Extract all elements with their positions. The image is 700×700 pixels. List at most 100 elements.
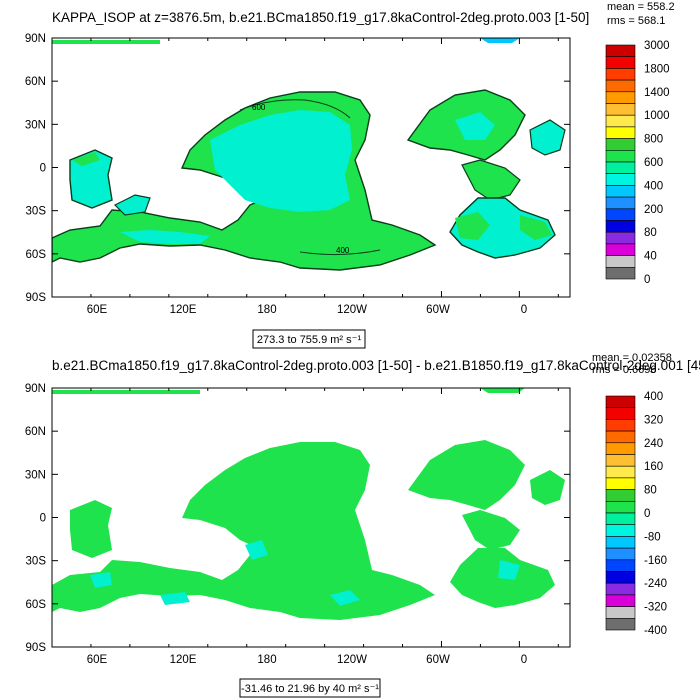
bottom-field-arctic-strip (52, 390, 200, 394)
top-field-central-america (461, 159, 521, 201)
bottom-colorbar-box (605, 395, 636, 408)
bottom-y-tick-label: 90S (26, 642, 47, 654)
top-colorbar-label: 1400 (644, 87, 670, 99)
bottom-y-tick-label: 30S (26, 556, 47, 568)
top-colorbar-label: 1000 (644, 110, 670, 122)
top-axis-ticks (51, 37, 570, 298)
bottom-colorbar-box (605, 419, 636, 432)
top-colorbar-label: 400 (644, 180, 663, 192)
bottom-field-patch-cyan-2 (330, 590, 360, 606)
top-colorbar-box (605, 44, 636, 57)
top-field-sa-green (455, 212, 490, 240)
top-map-field (52, 38, 566, 271)
bottom-field-arctic-strip-east (480, 388, 525, 393)
top-colorbar-box (605, 138, 636, 151)
top-x-tick-label: 60W (426, 304, 450, 316)
top-colorbar-box (605, 161, 636, 174)
bottom-colorbar-box (605, 536, 636, 549)
top-colorbar-label: 200 (644, 204, 663, 216)
bottom-colorbar-box (605, 442, 636, 455)
top-x-tick-label: 180 (257, 304, 276, 316)
top-field-africa-cyan (120, 230, 210, 244)
top-contour-600 (239, 99, 351, 119)
bottom-y-tick-label: 0 (40, 513, 46, 525)
bottom-colorbar-box (605, 524, 636, 537)
bottom-field-east-islands (530, 470, 565, 505)
top-colorbar-label: 3000 (644, 40, 670, 52)
bottom-colorbar-box (605, 477, 636, 490)
bottom-field-north-america (408, 440, 525, 510)
top-rms-stat: rms = 568.1 (607, 15, 665, 27)
top-colorbar-box (605, 68, 636, 81)
bottom-colorbar-label: 80 (644, 485, 657, 497)
bottom-field-central-america (462, 510, 520, 550)
top-y-tick-label: 60N (25, 76, 46, 88)
top-x-tick-label: 0 (521, 304, 527, 316)
bottom-colorbar-box (605, 500, 636, 514)
top-contour-label-400: 400 (336, 246, 350, 255)
top-colorbar-box (605, 173, 636, 186)
bottom-title: b.e21.BCma1850.f19_g17.8kaControl-2deg.p… (52, 358, 700, 373)
bottom-colorbar-label: -240 (644, 578, 667, 590)
top-y-tick-labels: 90N 60N 30N 0 30S 60S 90S (25, 33, 46, 304)
top-colorbar-box (605, 196, 636, 210)
bottom-x-tick-label: 120E (170, 654, 197, 666)
bottom-panel: b.e21.BCma1850.f19_g17.8kaControl-2deg.p… (25, 352, 700, 698)
top-field-east-islands (529, 119, 566, 156)
bottom-mean-stat: mean = 0.02358 (592, 352, 672, 364)
bottom-colorbar-label: 320 (644, 414, 663, 426)
bottom-colorbar-box (605, 606, 636, 619)
top-x-tick-label: 120W (337, 304, 367, 316)
bottom-colorbar-label: 400 (644, 391, 663, 403)
bottom-x-tick-label: 60W (426, 654, 450, 666)
bottom-field-patch-cyan-1 (245, 540, 268, 560)
top-panel: KAPPA_ISOP at z=3876.5m, b.e21.BCma1850.… (25, 1, 675, 349)
top-field-arctic-strip-east (480, 38, 520, 43)
top-colorbar-box (605, 231, 636, 245)
top-y-tick-label: 30N (25, 119, 46, 131)
bottom-range-label: -31.46 to 21.96 by 40 m² s⁻¹ (241, 683, 379, 695)
top-x-tick-labels: 60E 120E 180 120W 60W 0 (87, 304, 527, 316)
bottom-x-tick-labels: 60E 120E 180 120W 60W 0 (87, 654, 527, 666)
bottom-map-field (52, 388, 565, 620)
top-colorbar-box (605, 150, 636, 163)
top-x-tick-label: 60E (87, 304, 108, 316)
bottom-colorbar-box (605, 559, 636, 572)
top-title: KAPPA_ISOP at z=3876.5m, b.e21.BCma1850.… (52, 10, 589, 25)
bottom-y-tick-labels: 90N 60N 30N 0 30S 60S 90S (25, 383, 46, 654)
top-range-box (252, 329, 366, 349)
bottom-colorbar-label: 0 (644, 508, 650, 520)
top-colorbar-box (605, 266, 636, 280)
top-field-midwest-block (113, 194, 151, 216)
bottom-colorbar-box (605, 617, 636, 631)
top-colorbar-label: 800 (644, 134, 663, 146)
bottom-x-tick-label: 0 (521, 654, 527, 666)
top-field-arctic-strip (52, 40, 160, 44)
bottom-range-box (239, 678, 381, 698)
bottom-y-tick-label: 60S (26, 599, 47, 611)
top-colorbar-label: 1800 (644, 63, 670, 75)
bottom-colorbar-label: -400 (644, 625, 667, 637)
bottom-x-tick-label: 180 (257, 654, 276, 666)
bottom-colorbar-label: 240 (644, 438, 663, 450)
bottom-y-tick-label: 90N (25, 383, 46, 395)
top-colorbar-box (605, 185, 636, 198)
bottom-field-sa-cyan (498, 560, 520, 580)
top-mean-stat: mean = 558.2 (607, 1, 675, 13)
top-colorbar-label: 0 (644, 274, 650, 286)
top-colorbar-label: 80 (644, 227, 657, 239)
bottom-colorbar-box (605, 430, 636, 444)
bottom-colorbar-box (605, 582, 636, 596)
top-field-na-cyan (455, 112, 495, 140)
bottom-colorbar-box (605, 489, 636, 502)
bottom-colorbar-box (605, 465, 636, 479)
bottom-field-eurasia-africa (52, 442, 435, 620)
bottom-field-west-land (70, 500, 112, 558)
bottom-colorbar-box (605, 594, 636, 607)
top-colorbar-box (605, 208, 636, 221)
bottom-colorbar-label: -80 (644, 531, 661, 543)
top-colorbar-box (605, 91, 636, 104)
top-colorbar-box (605, 126, 636, 139)
bottom-y-tick-label: 60N (25, 426, 46, 438)
